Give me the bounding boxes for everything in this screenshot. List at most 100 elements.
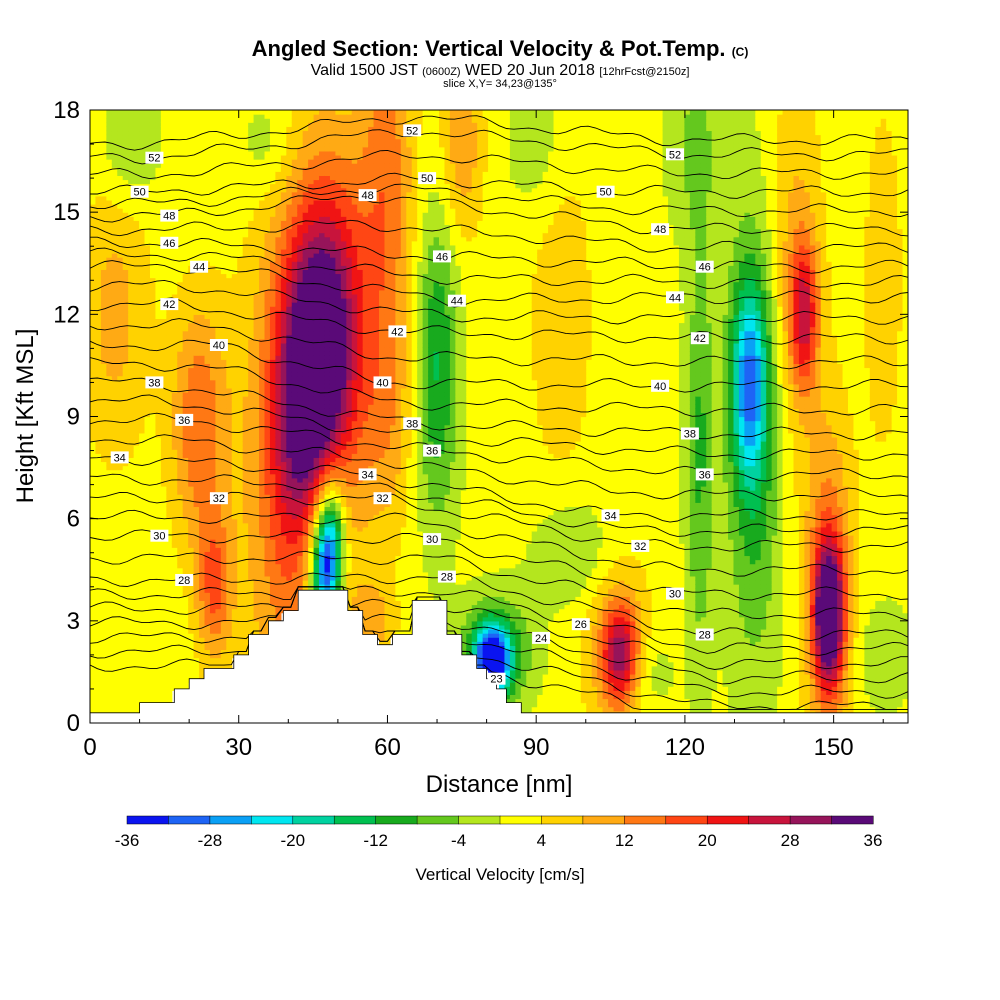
velocity-cell [133, 240, 140, 246]
velocity-cell [275, 114, 282, 119]
velocity-cell [199, 645, 206, 651]
velocity-cell [149, 461, 157, 467]
velocity-cell [139, 285, 146, 291]
velocity-cell [160, 445, 167, 450]
velocity-cell [117, 122, 124, 127]
velocity-cell [139, 273, 146, 279]
velocity-cell [90, 138, 97, 144]
velocity-cell [160, 187, 167, 193]
velocity-cell [209, 539, 217, 544]
velocity-cell [242, 571, 249, 577]
velocity-cell [259, 110, 266, 115]
velocity-cell [275, 555, 282, 561]
velocity-cell [117, 273, 124, 279]
velocity-cell [259, 244, 266, 250]
velocity-cell [133, 253, 140, 258]
velocity-cell [171, 220, 178, 226]
velocity-cell [248, 150, 255, 156]
velocity-cell [264, 167, 271, 172]
velocity-cell [269, 551, 277, 557]
velocity-cell [199, 637, 206, 642]
velocity-cell [117, 187, 124, 193]
velocity-cell [133, 351, 140, 356]
velocity-cell [193, 453, 200, 458]
velocity-cell [133, 686, 140, 691]
velocity-cell [90, 400, 97, 405]
velocity-cell [226, 277, 233, 283]
velocity-cell [133, 690, 140, 695]
velocity-cell [100, 150, 107, 156]
velocity-cell [160, 506, 167, 512]
velocity-cell [204, 645, 211, 651]
velocity-cell [269, 600, 277, 606]
velocity-cell [160, 122, 167, 127]
velocity-cell [237, 567, 244, 573]
velocity-cell [264, 118, 271, 123]
velocity-cell [215, 563, 222, 569]
velocity-cell [215, 445, 222, 450]
velocity-cell [253, 122, 260, 127]
velocity-cell [171, 199, 178, 205]
velocity-cell [160, 142, 167, 148]
velocity-cell [231, 183, 238, 189]
velocity-cell [231, 641, 238, 646]
velocity-cell [204, 257, 211, 262]
velocity-cell [231, 363, 238, 369]
velocity-cell [111, 673, 118, 679]
velocity-cell [100, 579, 107, 585]
velocity-cell [139, 306, 146, 311]
velocity-cell [226, 146, 233, 152]
velocity-cell [111, 187, 118, 193]
velocity-cell [204, 506, 211, 512]
velocity-cell [166, 347, 173, 352]
velocity-cell [220, 387, 227, 393]
velocity-cell [95, 571, 102, 577]
velocity-cell [259, 310, 266, 315]
velocity-cell [253, 244, 260, 250]
velocity-cell [177, 678, 184, 683]
velocity-cell [171, 502, 178, 508]
velocity-cell [100, 175, 107, 181]
velocity-cell [128, 326, 135, 332]
velocity-cell [199, 338, 206, 344]
velocity-cell [248, 273, 255, 279]
velocity-cell [237, 175, 244, 181]
velocity-cell [237, 126, 244, 132]
velocity-cell [149, 473, 157, 479]
velocity-cell [188, 110, 195, 115]
velocity-cell [90, 289, 97, 295]
velocity-cell [100, 522, 107, 528]
velocity-cell [269, 281, 277, 287]
velocity-cell [122, 522, 129, 528]
velocity-cell [177, 453, 184, 458]
velocity-cell [171, 396, 178, 401]
velocity-cell [242, 633, 249, 638]
velocity-cell [111, 612, 118, 618]
velocity-cell [106, 555, 113, 561]
velocity-cell [237, 359, 244, 364]
velocity-cell [264, 502, 271, 508]
velocity-cell [237, 428, 244, 434]
velocity-cell [155, 208, 162, 213]
velocity-cell [248, 432, 255, 438]
velocity-cell [122, 248, 129, 254]
velocity-cell [242, 363, 249, 369]
velocity-cell [171, 461, 178, 467]
velocity-cell [199, 203, 206, 209]
velocity-cell [188, 526, 195, 532]
velocity-cell [215, 244, 222, 250]
velocity-cell [248, 481, 255, 487]
velocity-cell [128, 624, 135, 630]
velocity-cell [95, 281, 102, 287]
velocity-cell [253, 490, 260, 495]
velocity-cell [149, 396, 157, 401]
velocity-cell [199, 428, 206, 434]
velocity-cell [248, 289, 255, 295]
velocity-cell [182, 539, 189, 544]
velocity-cell [280, 412, 287, 418]
velocity-cell [248, 592, 255, 597]
velocity-cell [253, 530, 260, 536]
velocity-cell [117, 690, 124, 695]
velocity-cell [149, 428, 157, 434]
velocity-cell [204, 441, 211, 446]
